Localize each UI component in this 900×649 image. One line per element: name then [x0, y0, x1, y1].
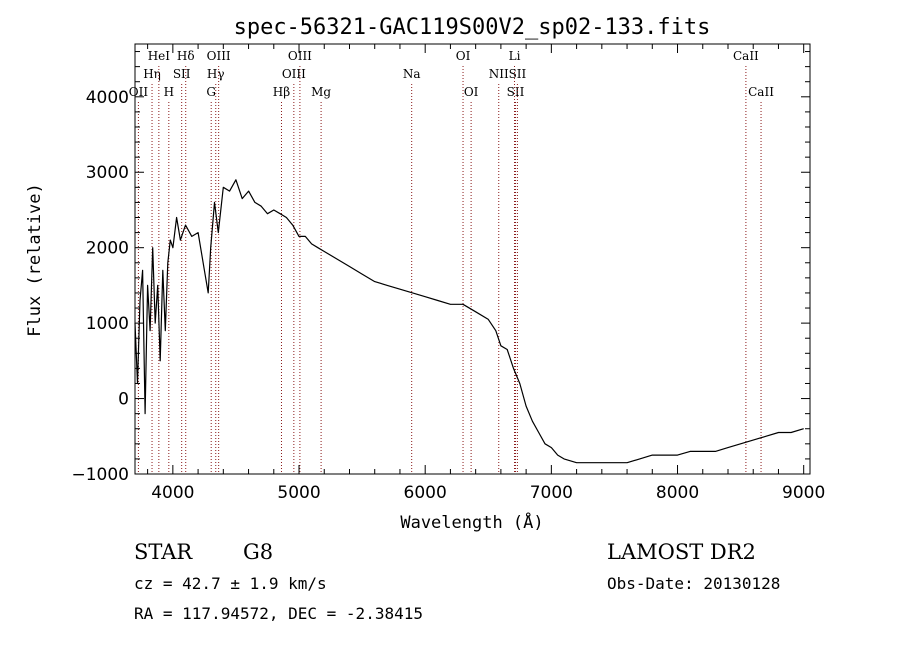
object-class: STAR	[134, 540, 193, 564]
spectral-line-label: Hη	[143, 67, 161, 81]
spectral-line-label: Hγ	[207, 67, 225, 81]
coordinates: RA = 117.94572, DEC = -2.38415	[134, 604, 423, 623]
spectral-line-label: Hδ	[177, 49, 195, 63]
y-tick-label: 2000	[86, 239, 129, 259]
x-axis-label: Wavelength (Å)	[400, 511, 543, 533]
spectral-line-label: OI	[456, 49, 471, 63]
x-tick-label: 7000	[530, 483, 573, 503]
spectral-line-label: Mg	[311, 85, 331, 99]
x-tick-label: 6000	[404, 483, 447, 503]
x-tick-label: 9000	[782, 483, 825, 503]
plot-frame	[134, 43, 811, 475]
spectral-line-label: OIII	[288, 49, 312, 63]
y-tick-label: 0	[118, 390, 129, 410]
observation-date: Obs-Date: 20130128	[607, 574, 781, 593]
chart-title: spec-56321-GAC119S00V2_sp02-133.fits	[234, 15, 711, 40]
spectral-line-label: OIII	[282, 67, 306, 81]
spectrum-line	[134, 179, 804, 464]
plot-area	[134, 179, 804, 464]
y-tick-label: −1000	[71, 465, 129, 485]
x-tick-label: 5000	[277, 483, 320, 503]
spectral-line-label: SII	[509, 67, 527, 81]
spectral-line-label: CaII	[733, 49, 759, 63]
spectral-line-markers: OII Hη HeI H SII Hδ G Hγ OIII Hβ OIII OIII Mg Na OI OI N…	[129, 49, 774, 474]
spectral-line-label: SII	[173, 67, 191, 81]
y-axis-label: Flux (relative)	[25, 183, 45, 337]
axis-ticks: 4000 5000 6000 7000 8000 9000 −1000 0 1000 2000 30…	[71, 44, 825, 503]
spectral-line-label: Hβ	[273, 85, 290, 99]
spectral-line-label: OII	[129, 85, 149, 99]
y-tick-label: 3000	[86, 163, 129, 183]
object-subclass: G8	[243, 540, 274, 564]
redshift-velocity: cz = 42.7 ± 1.9 km/s	[134, 574, 327, 593]
y-tick-label: 1000	[86, 314, 129, 334]
spectral-line-label: G	[206, 85, 216, 99]
spectral-line-label: OI	[464, 85, 479, 99]
spectral-line-label: H	[164, 85, 174, 99]
spectral-line-label: SII	[507, 85, 525, 99]
x-tick-label: 8000	[656, 483, 699, 503]
spectral-line-label: HeI	[148, 49, 171, 63]
survey-name: LAMOST DR2	[607, 540, 756, 564]
spectral-line-label: OIII	[207, 49, 231, 63]
spectral-line-label: NII	[489, 67, 509, 81]
x-tick-label: 4000	[151, 483, 194, 503]
spectral-line-label: Na	[403, 67, 421, 81]
y-tick-label: 4000	[86, 88, 129, 108]
spectral-line-label: Li	[509, 49, 521, 63]
spectral-line-label: CaII	[748, 85, 774, 99]
